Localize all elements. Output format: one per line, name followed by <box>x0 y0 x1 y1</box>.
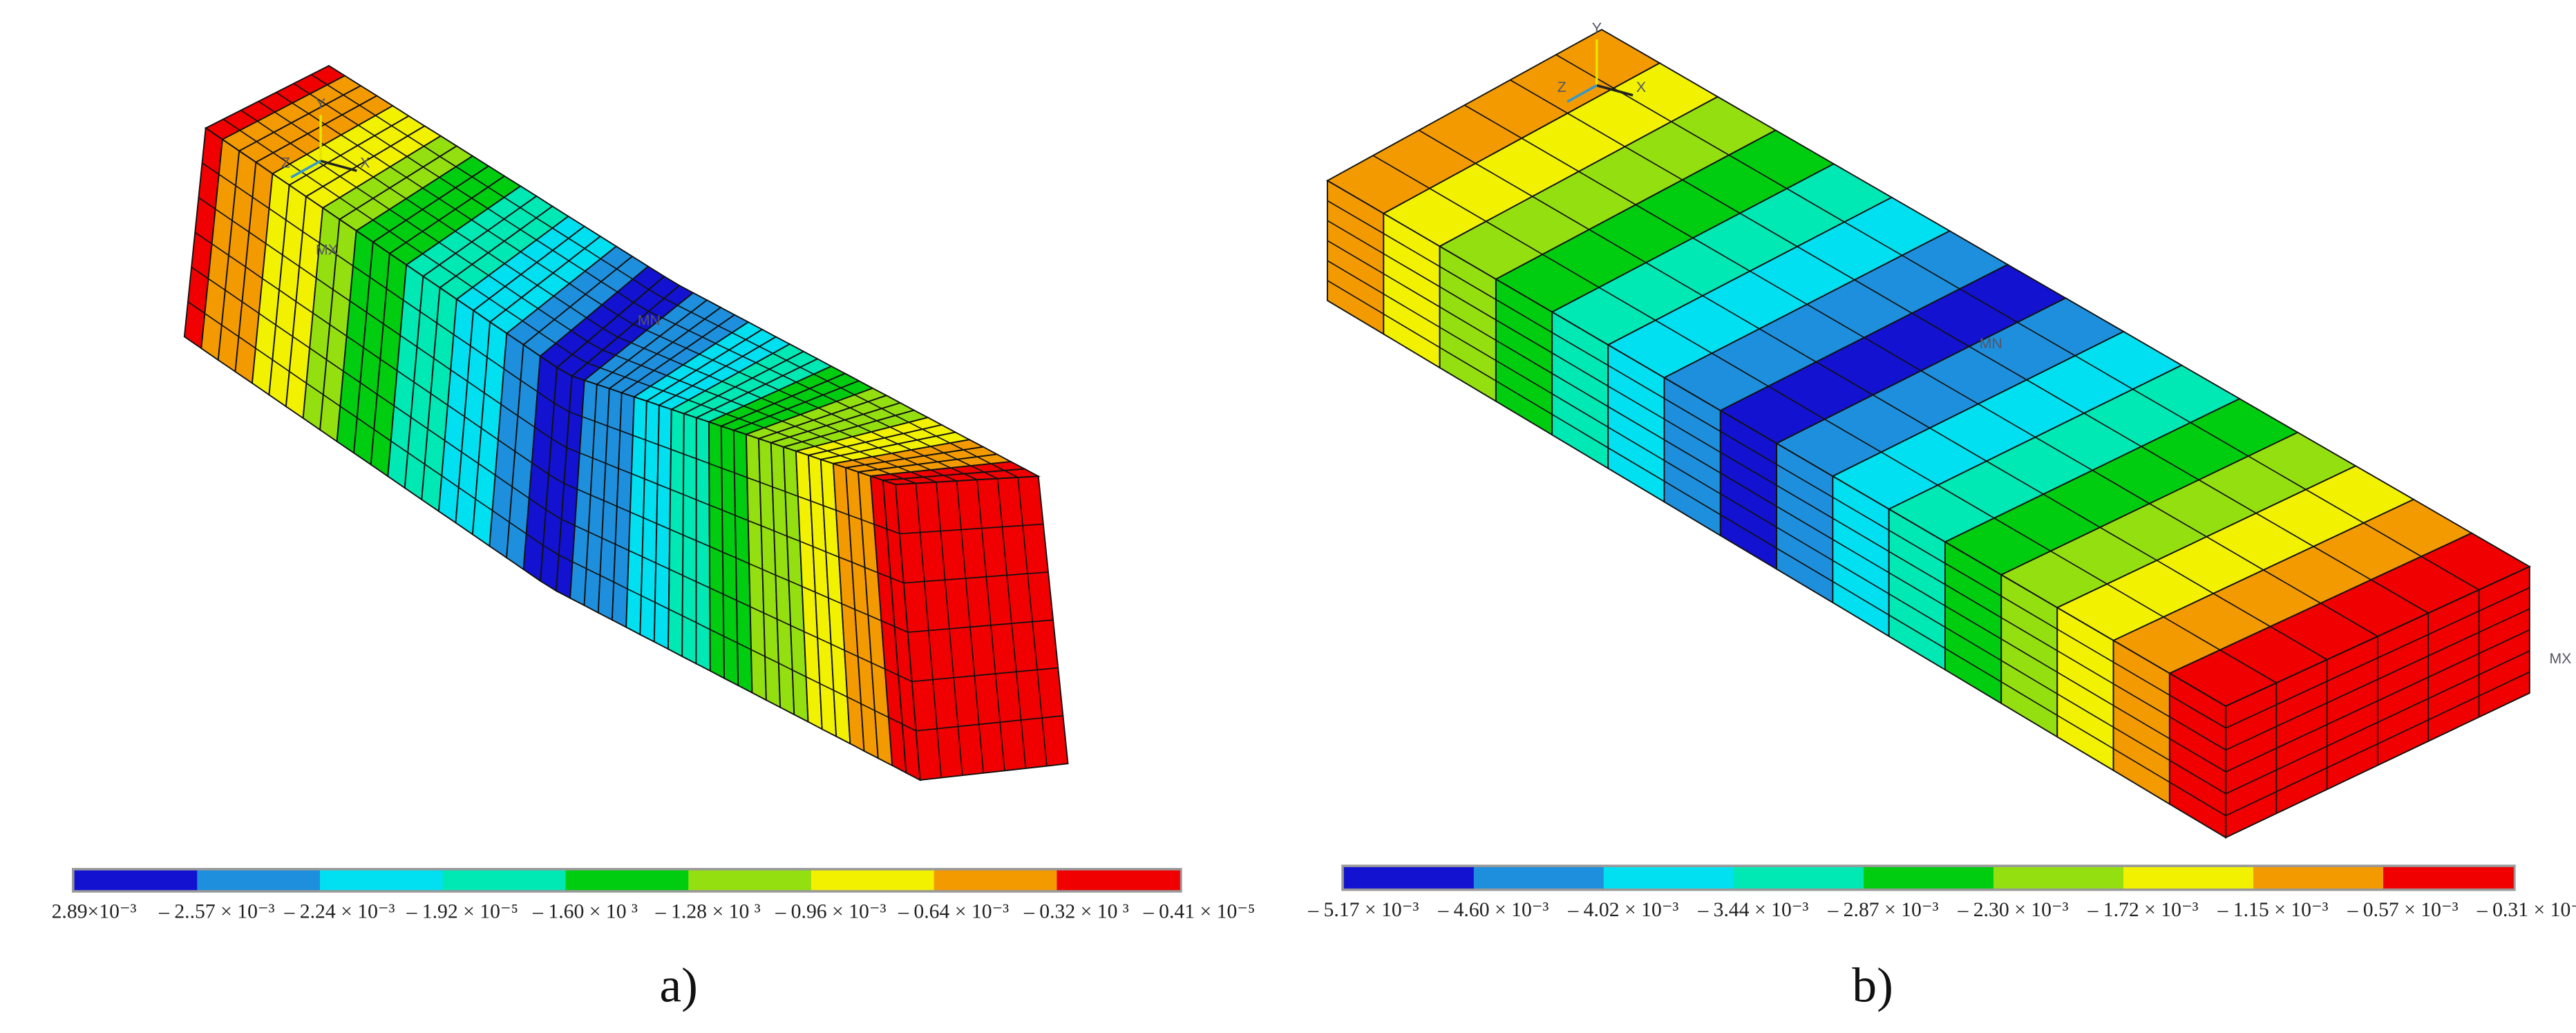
colorbar-label: – 4.02 × 10⁻³ <box>1567 899 1678 921</box>
mesh-line <box>194 231 909 633</box>
colorbar-label: – 2..57 × 10⁻³ <box>158 900 275 922</box>
min-marker: MN <box>1980 335 2002 352</box>
colorbar-label: – 0.64 × 10⁻³ <box>898 900 1009 922</box>
colorbar-label: – 1.72 × 10⁻³ <box>2087 899 2198 921</box>
mesh-line <box>258 100 957 482</box>
colorbar-label: – 5.17 × 10⁻³ <box>1307 899 1419 921</box>
colorbar-segment <box>320 870 444 891</box>
colorbar-segment <box>1603 866 1734 889</box>
mesh-line <box>1510 79 2429 614</box>
mesh-line <box>1327 260 2226 795</box>
mesh-line <box>276 92 978 481</box>
colorbar-label: – 2.87 × 10⁻³ <box>1827 899 1938 921</box>
triad-axis <box>290 160 321 179</box>
mesh-line <box>915 483 942 778</box>
colorbar-segment <box>1733 866 1864 889</box>
max-marker: MX <box>2549 650 2571 667</box>
colorbar-label: – 0.57 × 10⁻³ <box>2347 899 2459 921</box>
mesh-line <box>293 83 998 480</box>
triad-label: X <box>360 154 370 171</box>
colorbar-segment <box>1993 866 2124 889</box>
colorbar-segment <box>1863 866 1994 889</box>
colorbar-label: – 0.96 × 10⁻³ <box>775 900 886 922</box>
colorbar-segment <box>2383 866 2514 889</box>
colorbar-segment <box>2253 866 2384 889</box>
max-marker: MX <box>316 241 338 258</box>
colorbar-segment <box>811 870 935 891</box>
triad-label: Y <box>1592 20 1602 37</box>
colorbar-label: – 4.60 × 10⁻³ <box>1437 899 1549 921</box>
mesh-line <box>1327 280 2226 817</box>
triad-label: Z <box>281 154 290 171</box>
mesh-line <box>911 667 1059 683</box>
front-face-strip <box>695 417 711 672</box>
colorbar-segment <box>74 870 198 891</box>
end-face <box>894 475 1069 781</box>
min-marker: MN <box>638 312 661 329</box>
colorbar-label: 2.89×10⁻³ <box>52 900 137 922</box>
colorbar-segment <box>2123 866 2254 889</box>
mesh-line <box>191 267 913 683</box>
mesh-line <box>240 109 937 483</box>
mesh-line <box>903 571 1049 584</box>
colorbar-segment <box>688 870 812 891</box>
colorbar-label: – 2.30 × 10⁻³ <box>1957 899 2068 921</box>
triad-axis <box>1596 84 1633 97</box>
colorbar-label: – 1.92 × 10⁻⁵ <box>406 900 519 922</box>
mesh-line <box>916 715 1063 732</box>
colorbar-label: – 1.28 × 10 ³ <box>655 900 761 922</box>
front-face-strip <box>667 408 685 658</box>
mesh-line <box>976 480 1005 771</box>
mesh-line <box>202 162 900 535</box>
mesh-line <box>1327 200 2226 729</box>
mesh-line <box>907 619 1054 633</box>
triad-label: X <box>1636 79 1646 95</box>
colorbar-label: – 1.60 × 10 ³ <box>532 900 638 922</box>
mesh-line <box>187 301 917 732</box>
mesh-line <box>1555 54 2480 591</box>
triad-label: Y <box>316 95 325 112</box>
mesh-line <box>996 478 1027 769</box>
mesh-line <box>1017 477 1048 766</box>
colorbar-label: – 0.41 × 10⁻⁵ <box>1143 900 1256 922</box>
colorbar-label: – 1.15 × 10⁻³ <box>2217 899 2329 921</box>
colorbar-segment <box>1057 870 1180 891</box>
colorbar-label: – 3.44 × 10⁻³ <box>1697 899 1808 921</box>
panel: Y X Z MX MN – 5.17 × 10⁻³ – 4.60 × 10⁻³ – 4.02 … <box>1307 20 2576 1013</box>
panel-caption: a) <box>660 958 698 1013</box>
colorbar-segment <box>442 870 567 891</box>
mesh-line <box>1372 155 2277 683</box>
front-face-strip <box>681 413 697 665</box>
colorbar-label: – 0.32 × 10 ³ <box>1023 900 1129 922</box>
mesh-line <box>222 118 916 484</box>
panel-caption: b) <box>1852 958 1893 1013</box>
triad-axis <box>320 160 357 172</box>
mesh-line <box>1327 240 2226 773</box>
colorbar-segment <box>1473 866 1604 889</box>
triad-axis <box>1566 84 1598 103</box>
mesh-line <box>936 482 963 776</box>
colorbar-segment <box>934 870 1058 891</box>
colorbar-segment <box>197 870 321 891</box>
mesh-line <box>311 74 1019 478</box>
mesh-line <box>956 480 985 773</box>
colorbar-label: – 2.24 × 10⁻³ <box>283 900 395 922</box>
panel: Y X Z MX MN 2.89×10⁻³ – 2..57 × 10⁻³ – 2.24 × 1… <box>52 64 1256 1013</box>
mesh-line <box>1327 220 2226 751</box>
mesh-line <box>1464 104 2378 637</box>
colorbar-label: – 0.31 × 10⁻⁵ <box>2476 899 2576 921</box>
mesh-line <box>899 523 1043 535</box>
colorbar-segment <box>565 870 689 891</box>
mesh-line <box>198 197 905 584</box>
colorbar-segment <box>1343 866 1475 889</box>
mesh-line <box>1419 129 2328 661</box>
triad-label: Z <box>1557 79 1566 95</box>
